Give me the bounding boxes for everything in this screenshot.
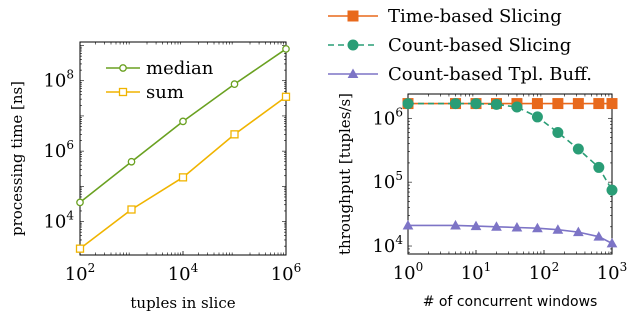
legend-marker-Count-based Tpl. Buff. (347, 68, 359, 78)
data-point-Count-based Slicing (450, 98, 462, 110)
right-y-tick-label: 106 (372, 105, 403, 129)
data-point-median (179, 117, 187, 126)
legend-label-sum: sum (146, 82, 184, 103)
left-y-axis-label: processing time [ns] (8, 81, 26, 236)
data-point-Count-based Slicing (470, 98, 482, 110)
legend-label-Count-based Slicing: Count-based Slicing (388, 35, 571, 56)
legend-marker-sum (118, 87, 128, 97)
data-point-median (127, 157, 136, 166)
legend-label-median: median (146, 58, 214, 79)
data-point-Time-based Slicing (572, 98, 584, 110)
left-chart: 102 104 106 104 106 108 tuples in slice process… (8, 41, 302, 312)
data-point-Count-based Slicing (572, 143, 584, 155)
data-point-Count-based Tpl. Buff. (606, 237, 618, 248)
legend-marker-Count-based Slicing (347, 39, 359, 51)
data-point-Count-based Slicing (552, 126, 564, 138)
data-point-sum (281, 92, 291, 101)
left-y-tick-label: 108 (43, 68, 74, 92)
left-x-tick-label: 104 (168, 261, 199, 285)
data-point-Count-based Tpl. Buff. (450, 219, 461, 230)
data-point-sum (127, 205, 136, 214)
data-point-median (230, 80, 239, 88)
right-x-tick-label: 100 (393, 260, 424, 284)
right-y-tick-label: 105 (372, 169, 403, 193)
legend-marker-Time-based Slicing (347, 10, 359, 22)
left-x-tick-label: 106 (271, 261, 302, 285)
left-x-tick-label: 102 (65, 261, 96, 285)
data-point-Count-based Slicing (593, 161, 605, 173)
data-point-Time-based Slicing (606, 98, 618, 110)
data-point-Time-based Slicing (552, 98, 564, 110)
series-line-Count-based Slicing (408, 102, 613, 191)
left-y-tick-label: 104 (43, 209, 74, 233)
data-point-Count-based Tpl. Buff. (593, 231, 605, 241)
data-point-sum (230, 130, 239, 139)
legend-label-Time-based Slicing: Time-based Slicing (388, 6, 562, 27)
data-point-sum (75, 244, 85, 253)
data-point-Time-based Slicing (593, 98, 605, 110)
right-plot-frame (407, 93, 613, 255)
left-y-tick-label: 106 (43, 138, 74, 162)
data-point-median (76, 198, 84, 207)
right-chart: 100 101 102 103 104 105 106 # of concurrent win… (328, 6, 627, 310)
data-point-Count-based Slicing (606, 184, 618, 196)
legend-label-Count-based Tpl. Buff.: Count-based Tpl. Buff. (388, 64, 592, 85)
right-x-axis-label: # of concurrent windows (423, 294, 598, 310)
data-point-Count-based Slicing (402, 98, 414, 110)
data-point-Count-based Tpl. Buff. (572, 226, 584, 237)
data-point-Count-based Tpl. Buff. (552, 224, 564, 234)
data-point-Count-based Tpl. Buff. (402, 219, 414, 230)
right-y-axis-label: throughput [tuples/s] (336, 93, 354, 255)
data-point-Count-based Slicing (511, 101, 523, 113)
data-point-Count-based Tpl. Buff. (532, 222, 543, 233)
data-point-Count-based Tpl. Buff. (511, 221, 523, 232)
data-point-Count-based Slicing (531, 111, 543, 123)
data-point-Count-based Tpl. Buff. (491, 221, 502, 231)
data-point-Count-based Tpl. Buff. (470, 220, 482, 231)
right-x-tick-label: 101 (461, 260, 492, 284)
data-point-Time-based Slicing (531, 98, 543, 110)
series-line-Count-based Tpl. Buff. (408, 224, 613, 245)
right-x-tick-label: 102 (529, 260, 560, 284)
right-x-tick-label: 103 (597, 260, 628, 284)
data-point-Count-based Slicing (490, 98, 502, 110)
legend-marker-median (119, 64, 127, 72)
left-x-axis-label: tuples in slice (130, 294, 235, 312)
right-y-tick-label: 104 (372, 233, 403, 257)
data-point-median (282, 45, 290, 53)
data-point-sum (178, 173, 188, 182)
